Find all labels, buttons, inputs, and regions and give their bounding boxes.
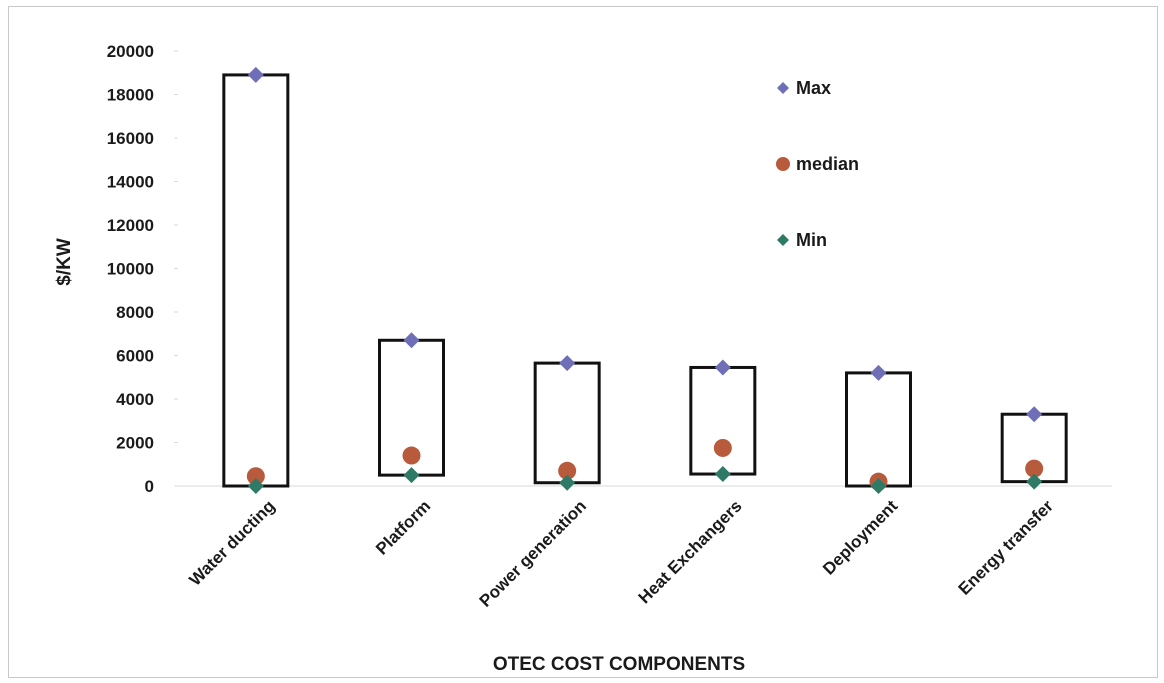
y-tick-label: 20000 (107, 42, 154, 61)
category-label: Heat Exchangers (635, 496, 746, 607)
y-tick-label: 0 (145, 477, 154, 496)
min-point (559, 474, 576, 491)
chart-frame (8, 6, 1158, 678)
y-tick-label: 6000 (116, 347, 154, 366)
legend-max-marker (777, 82, 789, 94)
y-tick-label: 10000 (107, 260, 154, 279)
min-point (1026, 473, 1043, 490)
range-box (689, 365, 757, 476)
min-point (870, 478, 887, 494)
data-points (246, 66, 1044, 494)
y-tick-label: 18000 (107, 86, 154, 105)
legend-median-label: median (796, 154, 859, 174)
min-point (247, 478, 264, 494)
legend-max-label: Max (796, 78, 831, 98)
y-tick-label: 2000 (116, 434, 154, 453)
y-axis-title: $/KW (54, 238, 75, 286)
median-point (246, 467, 265, 486)
category-label: Platform (372, 496, 434, 558)
median-point (713, 438, 732, 457)
legend-min-marker (777, 234, 789, 246)
y-tick-label: 8000 (116, 303, 154, 322)
legend-median-marker (776, 157, 790, 171)
legend: Max median Min (776, 78, 859, 250)
y-tick-label: 4000 (116, 390, 154, 409)
legend-min-label: Min (796, 230, 827, 250)
max-point (559, 355, 576, 372)
max-point (1026, 406, 1043, 423)
x-axis: Water ducting Platform Power generation Hea… (186, 496, 1058, 611)
y-tick-label: 14000 (107, 173, 154, 192)
median-point (558, 461, 577, 480)
y-tick-label: 12000 (107, 216, 154, 235)
max-point (714, 359, 731, 376)
range-box (222, 73, 290, 488)
y-tick-label: 16000 (107, 129, 154, 148)
max-point (870, 364, 887, 381)
range-boxes (222, 73, 1068, 488)
category-label: Power generation (476, 496, 590, 610)
median-point (1025, 459, 1044, 478)
min-point (403, 467, 420, 484)
median-point (402, 446, 421, 465)
max-point (403, 332, 420, 349)
category-label: Deployment (819, 496, 901, 578)
category-label: Water ducting (186, 496, 279, 589)
range-box (845, 371, 912, 488)
category-label: Energy transfer (955, 496, 1058, 599)
max-point (247, 66, 264, 83)
y-axis: 0 2000 4000 6000 8000 10000 12000 14000 16000 180… (107, 42, 1112, 496)
min-point (714, 466, 731, 483)
x-axis-title: OTEC COST COMPONENTS (493, 654, 745, 675)
